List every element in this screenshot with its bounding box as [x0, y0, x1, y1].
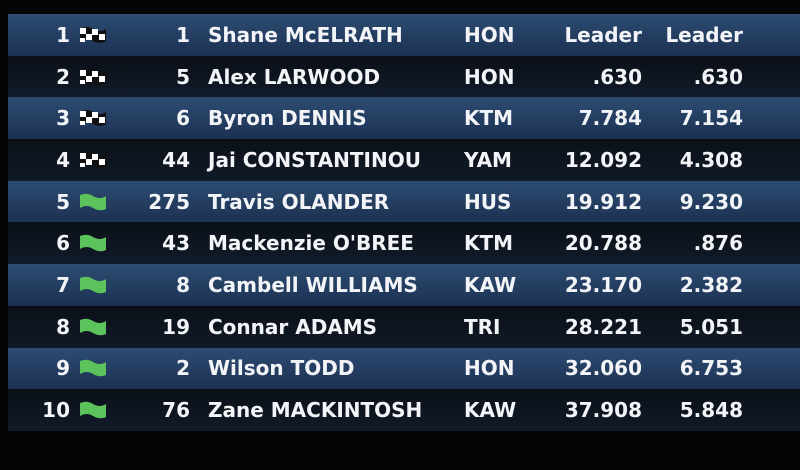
- gap-to-leader: 28.221: [564, 314, 642, 339]
- gap-to-previous: 5.848: [679, 398, 743, 423]
- rider-number: 8: [176, 272, 190, 297]
- rider-name: Connar ADAMS: [208, 314, 378, 339]
- gap-to-leader: 7.784: [578, 106, 642, 131]
- position: 7: [56, 272, 70, 297]
- table-row: 7 8 Cambell WILLIAMS KAW 23.170 2.382: [8, 264, 800, 306]
- gap-to-leader: 19.912: [564, 189, 642, 214]
- gap-to-leader: 20.788: [564, 231, 642, 256]
- table-row: 3 6 Byron DENNIS KTM 7.784 7.154: [8, 97, 800, 140]
- rider-name: Zane MACKINTOSH: [208, 398, 423, 423]
- gap-to-previous: 6.753: [679, 356, 743, 381]
- gap-to-leader: Leader: [564, 22, 642, 47]
- position: 3: [56, 106, 70, 131]
- rider-number: 6: [176, 106, 190, 131]
- rider-number: 44: [162, 147, 190, 172]
- manufacturer: HON: [464, 356, 515, 381]
- rider-name: Byron DENNIS: [208, 106, 367, 131]
- green-flag-icon: [78, 275, 108, 295]
- rider-number: 5: [176, 64, 190, 89]
- checkered-flag-icon: [78, 25, 108, 45]
- manufacturer: HUS: [464, 189, 512, 214]
- rider-name: Travis OLANDER: [208, 189, 390, 214]
- checkered-flag-icon: [78, 150, 108, 170]
- table-row: 9 2 Wilson TODD HON 32.060 6.753: [8, 347, 800, 390]
- rider-number: 43: [162, 231, 190, 256]
- rider-number: 76: [162, 398, 190, 423]
- gap-to-previous: 7.154: [679, 106, 743, 131]
- gap-to-previous: .630: [693, 64, 743, 89]
- manufacturer: HON: [464, 22, 515, 47]
- rider-number: 2: [176, 356, 190, 381]
- table-row: 10 76 Zane MACKINTOSH KAW 37.908 5.848: [8, 389, 800, 431]
- gap-to-previous: Leader: [665, 22, 743, 47]
- rider-number: 275: [148, 189, 190, 214]
- rider-name: Jai CONSTANTINOU: [208, 147, 421, 172]
- checkered-flag-icon: [78, 67, 108, 87]
- rider-name: Alex LARWOOD: [208, 64, 381, 89]
- gap-to-previous: .876: [693, 231, 743, 256]
- green-flag-icon: [78, 358, 108, 378]
- rider-name: Cambell WILLIAMS: [208, 272, 418, 297]
- table-row: 2 5 Alex LARWOOD HON .630 .630: [8, 55, 800, 98]
- table-row: 5 275 Travis OLANDER HUS 19.912 9.230: [8, 180, 800, 223]
- manufacturer: YAM: [464, 147, 512, 172]
- manufacturer: KTM: [464, 106, 514, 131]
- gap-to-previous: 5.051: [679, 314, 743, 339]
- position: 10: [42, 398, 70, 423]
- rider-name: Mackenzie O'BREE: [208, 231, 414, 256]
- green-flag-icon: [78, 317, 108, 337]
- position: 9: [56, 356, 70, 381]
- gap-to-previous: 2.382: [679, 272, 743, 297]
- table-row: 4 44 Jai CONSTANTINOU YAM 12.092 4.308: [8, 139, 800, 181]
- manufacturer: TRI: [464, 314, 501, 339]
- position: 5: [56, 189, 70, 214]
- manufacturer: HON: [464, 64, 515, 89]
- gap-to-previous: 4.308: [679, 147, 743, 172]
- position: 6: [56, 231, 70, 256]
- position: 8: [56, 314, 70, 339]
- table-row: 8 19 Connar ADAMS TRI 28.221 5.051: [8, 305, 800, 348]
- rider-number: 19: [162, 314, 190, 339]
- rider-name: Wilson TODD: [208, 356, 355, 381]
- gap-to-leader: 12.092: [564, 147, 642, 172]
- green-flag-icon: [78, 233, 108, 253]
- position: 1: [56, 22, 70, 47]
- manufacturer: KAW: [464, 272, 517, 297]
- manufacturer: KTM: [464, 231, 514, 256]
- checkered-flag-icon: [78, 108, 108, 128]
- green-flag-icon: [78, 192, 108, 212]
- gap-to-leader: 23.170: [564, 272, 642, 297]
- gap-to-leader: 32.060: [564, 356, 642, 381]
- results-board: 1 1 Shane McELRATH HON Leader Leader 2 5…: [8, 14, 800, 431]
- rider-number: 1: [176, 22, 190, 47]
- manufacturer: KAW: [464, 398, 517, 423]
- rider-name: Shane McELRATH: [208, 22, 403, 47]
- position: 2: [56, 64, 70, 89]
- table-row: 6 43 Mackenzie O'BREE KTM 20.788 .876: [8, 222, 800, 265]
- gap-to-leader: 37.908: [564, 398, 642, 423]
- gap-to-leader: .630: [592, 64, 642, 89]
- gap-to-previous: 9.230: [679, 189, 743, 214]
- green-flag-icon: [78, 400, 108, 420]
- table-row: 1 1 Shane McELRATH HON Leader Leader: [8, 14, 800, 56]
- position: 4: [56, 147, 70, 172]
